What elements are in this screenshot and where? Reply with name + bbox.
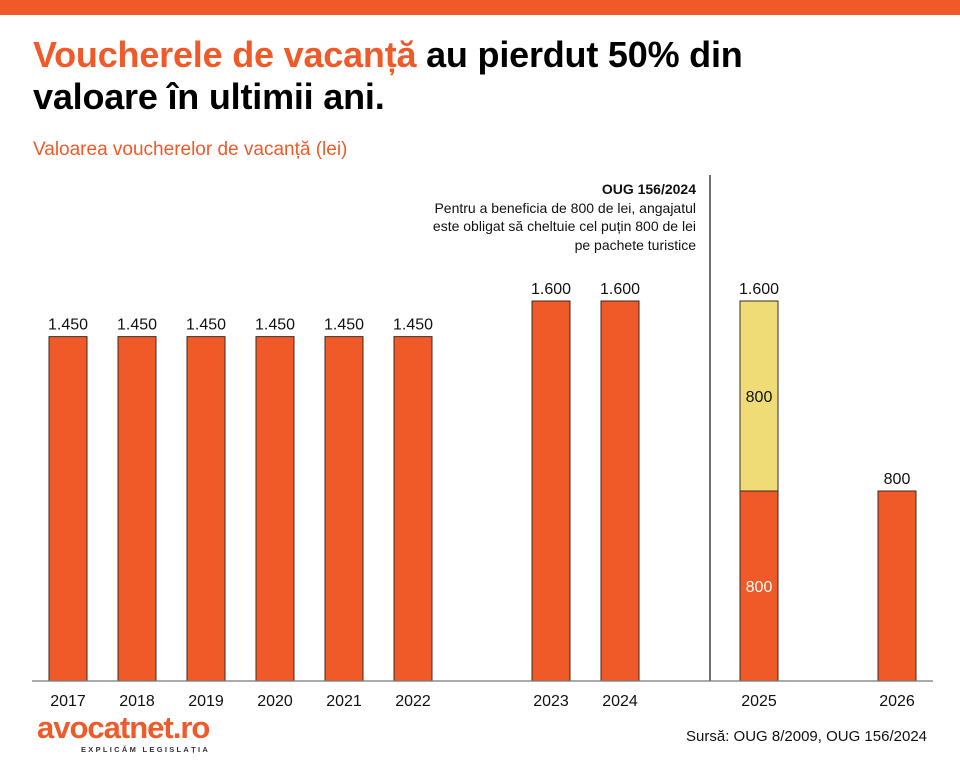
logo-tagline: EXPLICĂM LEGISLAȚIA (81, 745, 211, 754)
bar-conditional-segment (739, 300, 779, 492)
page-title: Voucherele de vacanță au pierdut 50% din… (33, 34, 743, 118)
x-tick-label: 2019 (188, 693, 224, 710)
annotation-line: este obligat să cheltuie cel puțin 800 d… (432, 218, 696, 234)
title-highlight: Voucherele de vacanță (33, 34, 417, 75)
x-tick-label: 2022 (395, 693, 431, 710)
bar (255, 336, 295, 682)
annotation-line: pe pachete turistice (574, 236, 696, 253)
bar-value-label: 1.450 (117, 317, 157, 334)
bar-value-label: 1.450 (48, 317, 88, 334)
chart-subtitle: Valoarea voucherelor de vacanță (lei) (33, 139, 348, 160)
bar (393, 336, 433, 682)
bar (531, 300, 571, 682)
brand-logo[interactable]: avocatnet.ro EXPLICĂM LEGISLAȚIA (37, 710, 211, 755)
bar-value-label: 1.600 (531, 281, 571, 298)
annotation-oug: OUG 156/2024 Pentru a beneficia de 800 d… (433, 180, 696, 254)
bar (117, 336, 157, 682)
x-tick-label: 2026 (879, 693, 915, 710)
logo-wordmark: avocatnet.ro (37, 710, 210, 745)
bar-value-label: 1.600 (600, 281, 640, 298)
bar-value-label: 1.450 (324, 317, 364, 334)
bar-value-label: 800 (884, 471, 911, 488)
x-tick-label: 2020 (257, 693, 293, 710)
x-tick-label: 2023 (533, 693, 569, 710)
bar-value-label: 1.450 (186, 317, 226, 334)
bar-value-label: 1.450 (255, 317, 295, 334)
x-tick-label: 2024 (602, 693, 638, 710)
title-line-2: valoare în ultimii ani. (33, 76, 385, 117)
source-note: Sursă: OUG 8/2009, OUG 156/2024 (686, 728, 927, 745)
annotation-heading: OUG 156/2024 (601, 181, 696, 197)
bar (186, 336, 226, 682)
bar-value-label: 1.600 (739, 281, 779, 298)
bar (877, 490, 917, 682)
x-tick-label: 2017 (50, 693, 86, 710)
segment-label-base: 800 (746, 579, 773, 596)
segment-label-conditional: 800 (746, 389, 773, 406)
x-tick-label: 2025 (741, 693, 777, 710)
annotation-line: Pentru a beneficia de 800 de lei, angaja… (434, 199, 696, 216)
x-tick-label: 2018 (119, 693, 155, 710)
bar (324, 336, 364, 682)
top-accent-bar (0, 0, 960, 15)
bar (600, 300, 640, 682)
bar-value-label: 1.450 (393, 317, 433, 334)
x-tick-label: 2021 (326, 693, 362, 710)
title-rest: au pierdut 50% din (416, 34, 743, 75)
bar (48, 336, 88, 682)
